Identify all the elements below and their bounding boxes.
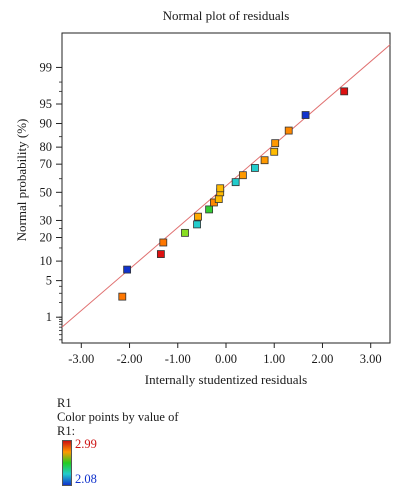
x-axis-label: Internally studentized residuals <box>144 372 308 387</box>
y-tick-label: 95 <box>40 97 53 111</box>
x-tick-label: 1.00 <box>263 352 285 366</box>
plot-frame <box>61 32 391 344</box>
data-point <box>214 195 223 203</box>
data-point <box>340 87 349 96</box>
data-point <box>271 139 280 148</box>
chart-title: Normal plot of residuals <box>162 8 290 23</box>
y-tick-label: 30 <box>40 213 53 227</box>
x-tick-label: -2.00 <box>117 352 143 366</box>
data-point <box>193 220 201 229</box>
y-axis: 1 5 10 20 30 50 70 80 90 95 99 <box>40 60 62 341</box>
data-point <box>238 171 247 180</box>
x-tick-label: 2.00 <box>312 352 334 366</box>
data-point <box>118 292 127 301</box>
data-point <box>251 164 259 172</box>
color-scale-max: 2.99 <box>75 437 97 451</box>
reference-line <box>61 44 391 328</box>
data-point <box>194 212 202 221</box>
data-point <box>156 250 165 258</box>
data-point <box>216 184 225 193</box>
y-axis-label: Normal probability (%) <box>14 118 29 242</box>
data-point <box>260 156 269 165</box>
y-tick-label: 80 <box>40 140 53 154</box>
color-scale-bar <box>62 440 72 486</box>
y-tick-label: 10 <box>40 254 53 268</box>
legend: R1 Color points by value of R1: <box>57 396 179 438</box>
y-tick-label: 90 <box>40 117 53 131</box>
data-point <box>270 147 279 156</box>
y-tick-label: 1 <box>46 310 52 324</box>
y-tick-label: 20 <box>40 230 53 244</box>
x-tick-label: 0.00 <box>215 352 237 366</box>
legend-subtitle: Color points by value of <box>57 410 179 424</box>
x-axis: -3.00 -2.00 -1.00 0.00 1.00 2.00 3.00 <box>68 343 382 366</box>
data-point <box>301 111 310 119</box>
y-tick-label: 5 <box>46 274 52 288</box>
data-point <box>231 178 240 187</box>
data-points <box>118 87 349 301</box>
data-point <box>181 228 189 237</box>
legend-title: R1 <box>57 396 72 410</box>
x-tick-label: 3.00 <box>360 352 382 366</box>
data-point <box>159 238 168 247</box>
data-point <box>205 205 214 214</box>
y-tick-label: 50 <box>40 185 53 199</box>
y-tick-label: 70 <box>40 157 53 171</box>
y-tick-label: 99 <box>40 60 53 74</box>
data-point <box>284 126 293 135</box>
x-tick-label: -3.00 <box>68 352 94 366</box>
x-tick-label: -1.00 <box>165 352 191 366</box>
color-scale-min: 2.08 <box>75 472 97 486</box>
legend-variable: R1: <box>57 424 76 438</box>
data-point <box>123 265 132 274</box>
